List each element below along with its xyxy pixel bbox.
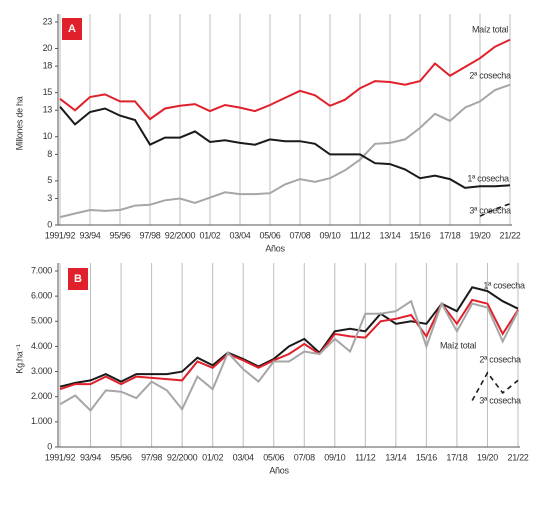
x-tick-label: 1991/92 (45, 230, 76, 240)
x-tick-label: 19/20 (477, 452, 498, 462)
x-tick-label: 92/2000 (165, 230, 196, 240)
y-tick-label: 0 (47, 441, 52, 451)
x-tick-label: 07/08 (294, 452, 315, 462)
x-tick-label: 95/96 (109, 230, 130, 240)
series-label: Maíz total (472, 24, 508, 34)
x-tick-label: 03/04 (229, 230, 250, 240)
y-tick-label: 5 (47, 175, 52, 185)
x-axis-title: Años (265, 243, 285, 253)
x-axis-title: Años (269, 465, 289, 475)
panel-label: A (68, 23, 76, 35)
y-tick-label: 15 (43, 87, 53, 97)
x-tick-label: 95/96 (111, 452, 132, 462)
panel-label: B (74, 273, 82, 285)
x-tick-label: 1991/92 (45, 452, 76, 462)
y-tick-label: 5.000 (31, 316, 52, 326)
panel: B 1991/92 93/94 95/96 97/98 92/2000 01/02 03/04… (14, 263, 529, 475)
x-tick-label: 05/06 (259, 230, 280, 240)
x-tick-label: 03/04 (233, 452, 254, 462)
x-tick-label: 17/18 (439, 230, 460, 240)
series-label: 1ª cosecha (483, 280, 525, 290)
x-tick-label: 09/10 (324, 452, 345, 462)
x-tick-label: 01/02 (202, 452, 223, 462)
y-tick-label: 0 (47, 219, 52, 229)
series-line (59, 299, 519, 413)
series-line (59, 286, 519, 388)
series-label: 2ª cosecha (469, 70, 511, 80)
series-label: 1ª cosecha (467, 173, 509, 183)
x-tick-label: 09/10 (319, 230, 340, 240)
panel-badge (68, 268, 88, 290)
x-tick-label: 13/14 (379, 230, 400, 240)
x-tick-label: 11/12 (350, 230, 371, 240)
y-tick-label: 4.000 (31, 341, 52, 351)
x-tick-label: 15/16 (416, 452, 437, 462)
y-tick-label: 20 (43, 43, 53, 53)
x-tick-label: 13/14 (385, 452, 406, 462)
x-tick-label: 11/12 (355, 452, 376, 462)
y-axis-title: Millones de ha (14, 96, 24, 150)
y-tick-label: 7.000 (31, 265, 52, 275)
series-label: Maíz total (440, 340, 476, 350)
series-label: 2ª cosecha (479, 354, 521, 364)
y-tick-label: 1.000 (31, 416, 52, 426)
y-tick-label: 3.000 (31, 366, 52, 376)
y-tick-label: 8 (47, 149, 52, 159)
x-tick-label: 19/20 (469, 230, 490, 240)
y-tick-label: 13 (43, 105, 53, 115)
series-line (59, 38, 511, 121)
x-tick-label: 92/2000 (167, 452, 198, 462)
y-tick-label: 18 (43, 61, 53, 71)
x-tick-label: 17/18 (446, 452, 467, 462)
x-tick-label: 21/22 (499, 230, 520, 240)
x-tick-label: 93/94 (80, 452, 101, 462)
y-tick-label: 2.000 (31, 391, 52, 401)
y-tick-label: 3 (47, 193, 52, 203)
x-tick-label: 21/22 (507, 452, 528, 462)
x-tick-label: 97/98 (139, 230, 160, 240)
series-line (59, 106, 511, 189)
x-tick-label: 05/06 (263, 452, 284, 462)
x-tick-label: 93/94 (79, 230, 100, 240)
series-label: 3ª cosecha (469, 205, 511, 215)
x-tick-label: 15/16 (409, 230, 430, 240)
series-line (59, 83, 511, 219)
y-axis-title: Kg.ha⁻¹ (14, 344, 24, 373)
x-tick-label: 07/08 (289, 230, 310, 240)
series-label: 3ª cosecha (479, 395, 521, 405)
panel-badge (62, 18, 82, 40)
series-line (471, 371, 519, 401)
x-tick-label: 97/98 (141, 452, 162, 462)
panel: A 1991/92 93/94 95/96 97/98 92/2000 01/02 03/04… (14, 14, 521, 253)
y-tick-label: 10 (43, 131, 53, 141)
y-tick-label: 23 (43, 16, 53, 26)
x-tick-label: 01/02 (199, 230, 220, 240)
series-line (479, 203, 511, 217)
y-tick-label: 6.000 (31, 291, 52, 301)
